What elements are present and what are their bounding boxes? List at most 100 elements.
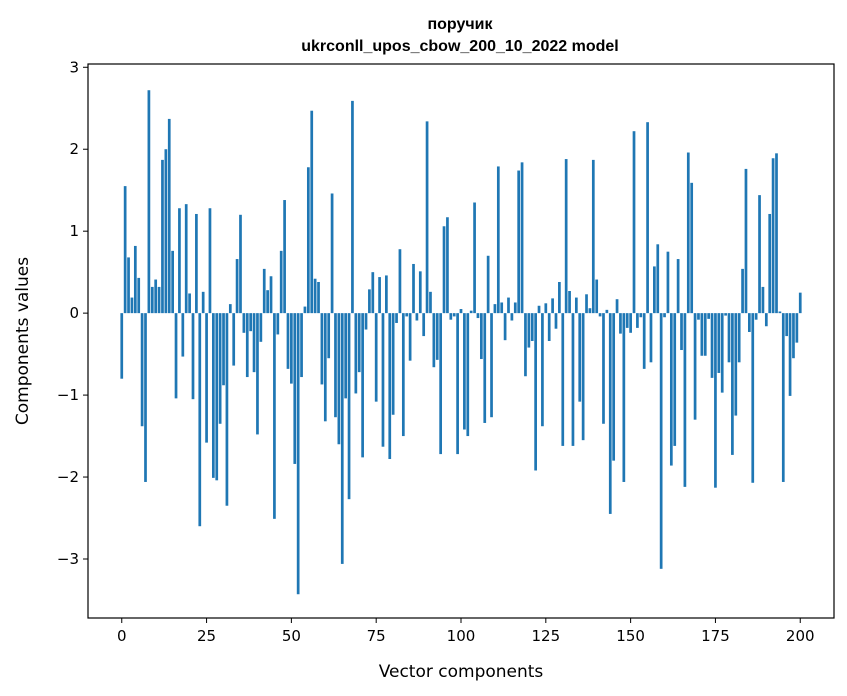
bar — [724, 313, 727, 316]
bar — [439, 313, 443, 455]
bar — [720, 313, 724, 393]
y-tick-label: 0 — [69, 304, 79, 322]
bar — [666, 251, 670, 314]
bar — [361, 313, 364, 458]
bar — [334, 313, 337, 418]
bar — [252, 313, 256, 373]
bar — [340, 313, 344, 564]
bar — [211, 313, 215, 478]
bar — [761, 286, 765, 314]
bar — [673, 313, 677, 446]
bar — [330, 193, 334, 314]
bar — [137, 277, 141, 314]
bar — [639, 313, 643, 318]
bar — [785, 313, 789, 337]
bar — [256, 313, 259, 435]
bar — [290, 313, 293, 384]
bar — [744, 168, 748, 314]
bar — [493, 304, 497, 314]
bar — [286, 313, 290, 369]
bar — [602, 313, 605, 424]
bar — [622, 313, 626, 482]
bar — [225, 313, 229, 506]
bar — [259, 313, 263, 342]
bar — [249, 313, 253, 332]
bar — [351, 100, 354, 314]
bar — [632, 131, 636, 314]
bar — [371, 272, 375, 314]
bar — [368, 289, 371, 314]
x-tick-label: 200 — [786, 627, 815, 645]
bar — [703, 313, 707, 356]
bar — [483, 313, 487, 423]
bar — [748, 313, 751, 332]
bar — [479, 313, 483, 360]
bar — [612, 313, 616, 461]
y-tick-label: 1 — [69, 222, 79, 240]
bar — [608, 313, 612, 514]
bar — [466, 313, 470, 437]
bar — [323, 313, 327, 422]
y-tick-label: −2 — [57, 468, 79, 486]
bar — [751, 313, 755, 483]
bar — [558, 281, 561, 314]
bar — [228, 304, 232, 314]
bar — [629, 313, 632, 333]
bar — [378, 277, 381, 314]
bar — [296, 313, 300, 595]
bar — [317, 281, 320, 314]
bar — [697, 313, 700, 320]
bar — [188, 293, 191, 314]
bar — [561, 313, 565, 446]
bar — [164, 149, 168, 314]
bar — [391, 313, 395, 415]
bar — [184, 204, 188, 314]
bar — [510, 313, 514, 321]
bar — [208, 208, 212, 314]
bar — [646, 122, 649, 314]
bar — [551, 298, 554, 314]
bar — [642, 313, 646, 369]
bar — [541, 313, 544, 427]
x-axis-ticks: 0 25 50 75 100 125 150 175 200 — [117, 618, 815, 645]
bar — [463, 313, 466, 430]
bar — [656, 244, 660, 314]
bar — [585, 294, 588, 314]
x-tick-label: 50 — [282, 627, 301, 645]
y-axis-label: Components values — [13, 257, 33, 425]
bar — [215, 313, 219, 481]
bar — [300, 313, 303, 378]
bar — [306, 167, 310, 314]
bar — [588, 308, 592, 314]
bar — [408, 313, 412, 361]
x-tick-label: 100 — [447, 627, 476, 645]
bar — [181, 313, 185, 357]
bar — [676, 259, 680, 314]
bar — [781, 313, 785, 482]
bar — [147, 90, 151, 314]
x-tick-label: 175 — [701, 627, 730, 645]
bar — [201, 291, 205, 314]
bar — [127, 257, 130, 314]
bar — [554, 313, 558, 329]
x-axis-label: Vector components — [379, 662, 544, 682]
bar — [120, 313, 124, 379]
bar — [242, 313, 246, 333]
bar — [452, 313, 456, 317]
x-tick-label: 0 — [117, 627, 127, 645]
bar — [527, 313, 531, 348]
bar — [734, 313, 738, 416]
bar — [714, 313, 717, 488]
bar — [398, 249, 402, 314]
bar — [683, 313, 687, 487]
bar — [707, 313, 711, 319]
bar — [276, 313, 280, 335]
bar — [717, 313, 721, 373]
bar — [564, 159, 568, 314]
bar — [513, 302, 517, 314]
bar — [401, 313, 405, 437]
bar — [544, 303, 548, 314]
bar — [534, 313, 537, 471]
bar — [741, 268, 744, 314]
bar — [178, 208, 181, 314]
